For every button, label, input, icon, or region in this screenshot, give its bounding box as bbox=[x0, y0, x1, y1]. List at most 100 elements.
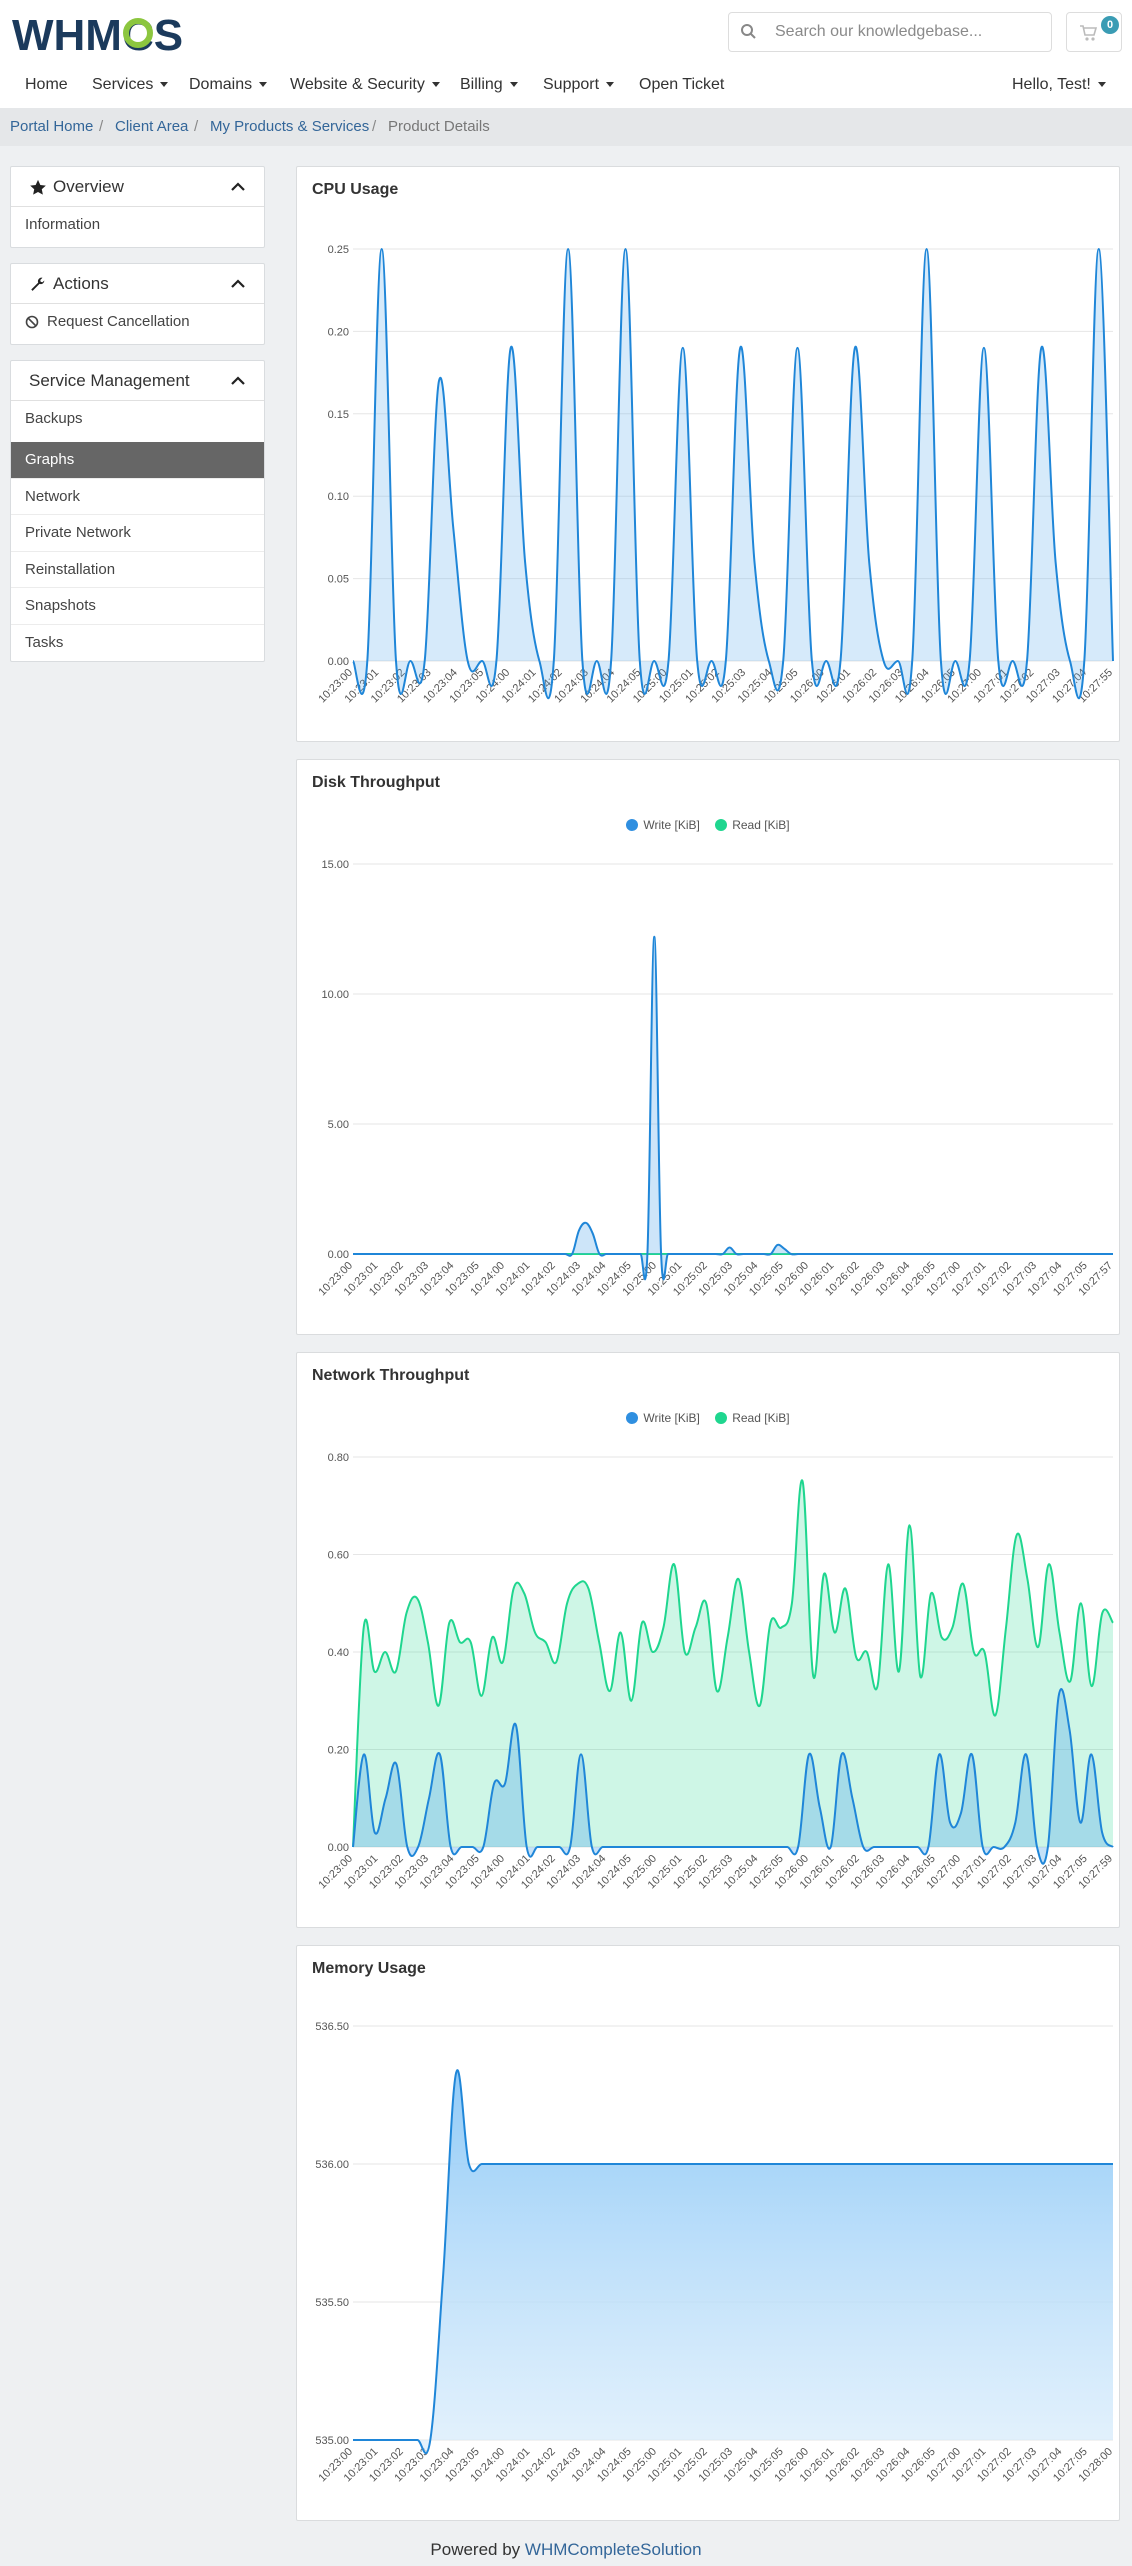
cart-count-badge: 0 bbox=[1101, 16, 1119, 34]
sidebar-item-snapshots[interactable]: Snapshots bbox=[11, 587, 264, 623]
sidebar-item-network[interactable]: Network bbox=[11, 478, 264, 514]
sidebar-item-backups[interactable]: Backups bbox=[25, 410, 83, 427]
service-management-title: Service Management bbox=[29, 371, 190, 390]
nav-open-ticket[interactable]: Open Ticket bbox=[639, 76, 725, 93]
series-area bbox=[353, 1480, 1113, 1847]
series-area bbox=[353, 1689, 1113, 1864]
nav-support[interactable]: Support bbox=[543, 76, 615, 94]
nav-user-menu[interactable]: Hello, Test! bbox=[1012, 76, 1106, 94]
sidebar-item-graphs[interactable]: Graphs bbox=[11, 442, 264, 478]
y-tick-label: 536.00 bbox=[315, 2159, 349, 2171]
footer: Powered by WHMCompleteSolution bbox=[430, 2540, 702, 2559]
breadcrumb-product-details: Product Details bbox=[388, 118, 490, 135]
sidebar-actions-panel: Actions Request Cancellation bbox=[10, 263, 265, 345]
legend-write[interactable]: Write [KiB] bbox=[626, 818, 700, 832]
network-throughput-chart: 0.000.200.400.600.8010:23:0010:23:0110:2… bbox=[316, 1452, 1115, 1891]
breadcrumb: Portal Home / Client Area / My Products … bbox=[0, 108, 1132, 146]
breadcrumb-separator: / bbox=[372, 118, 377, 135]
legend-read[interactable]: Read [KiB] bbox=[715, 818, 790, 832]
search-box bbox=[728, 12, 1052, 52]
caret-down-icon bbox=[606, 82, 615, 88]
chevron-up-icon[interactable] bbox=[230, 276, 246, 292]
series-area bbox=[353, 936, 1113, 1280]
cart-button[interactable]: 0 bbox=[1066, 12, 1122, 52]
breadcrumb-portal-home[interactable]: Portal Home bbox=[10, 118, 94, 135]
sidebar-item-information[interactable]: Information bbox=[25, 216, 101, 233]
legend-write[interactable]: Write [KiB] bbox=[626, 1411, 700, 1425]
y-tick-label: 0.10 bbox=[328, 491, 349, 503]
nav-billing[interactable]: Billing bbox=[460, 76, 518, 94]
wrench-icon bbox=[31, 277, 45, 291]
y-tick-label: 0.00 bbox=[328, 1842, 349, 1854]
ban-icon bbox=[25, 315, 39, 329]
y-tick-label: 10.00 bbox=[321, 989, 349, 1001]
sidebar-item-private-network[interactable]: Private Network bbox=[11, 514, 264, 550]
star-icon bbox=[30, 179, 46, 195]
nav-website-security[interactable]: Website & Security bbox=[290, 76, 440, 94]
series-line bbox=[352, 247, 1114, 700]
caret-down-icon bbox=[259, 82, 268, 88]
memory-usage-panel: 535.00 535.50 536.00 536.50 10:23:00 10:23:01… bbox=[296, 1945, 1120, 2521]
sidebar-item-tasks[interactable]: Tasks bbox=[11, 624, 264, 660]
y-tick-label: 15.00 bbox=[321, 859, 349, 871]
caret-down-icon bbox=[1097, 82, 1106, 88]
y-tick-label: 0.25 bbox=[328, 244, 349, 256]
series-line bbox=[353, 2069, 1113, 2455]
main-nav: Home Services Domains Website & Security… bbox=[0, 66, 1132, 106]
series-line bbox=[353, 935, 1113, 1281]
sidebar-item-reinstallation[interactable]: Reinstallation bbox=[11, 551, 264, 587]
nav-home[interactable]: Home bbox=[25, 76, 68, 93]
memory-usage-chart: 535.00535.50536.00536.5010:23:0010:23:01… bbox=[315, 2021, 1115, 2484]
y-tick-label: 0.05 bbox=[328, 574, 349, 586]
memory-usage-title: Memory Usage bbox=[312, 1960, 426, 1977]
disk-throughput-chart: 0.005.0010.0015.0010:23:0010:23:0110:23:… bbox=[316, 859, 1115, 1298]
y-tick-label: 0.40 bbox=[328, 1647, 349, 1659]
breadcrumb-client-area[interactable]: Client Area bbox=[115, 118, 189, 135]
actions-header[interactable]: Actions bbox=[11, 264, 264, 304]
network-throughput-title: Network Throughput bbox=[312, 1367, 470, 1384]
search-input[interactable] bbox=[775, 17, 1045, 47]
service-management-header[interactable]: Service Management bbox=[11, 361, 264, 401]
sidebar-overview-panel: Overview Information bbox=[10, 166, 265, 248]
whmcs-logo[interactable]: WHMCS bbox=[12, 10, 202, 56]
chevron-up-icon[interactable] bbox=[230, 179, 246, 195]
nav-domains[interactable]: Domains bbox=[189, 76, 268, 94]
y-tick-label: 536.50 bbox=[315, 2021, 349, 2033]
top-header: WHMCS 0 Home Services Domains Website & … bbox=[0, 0, 1132, 108]
y-tick-label: 535.50 bbox=[315, 2297, 349, 2309]
footer-link[interactable]: WHMCompleteSolution bbox=[524, 2540, 702, 2559]
nav-services[interactable]: Services bbox=[92, 76, 169, 94]
caret-down-icon bbox=[160, 82, 169, 88]
sidebar-service-management-panel: Service Management Backups Graphs Networ… bbox=[10, 360, 265, 662]
cpu-usage-title: CPU Usage bbox=[312, 181, 399, 198]
disk-throughput-panel: 0.00 5.00 10.00 15.00 10:23:00 10:23:01 10:23:… bbox=[296, 759, 1120, 1335]
overview-header[interactable]: Overview bbox=[11, 167, 264, 207]
y-tick-label: 0.00 bbox=[328, 656, 349, 668]
network-throughput-panel: 0.00 0.20 0.40 0.60 0.80 10:23:00 10:23:01 10:2… bbox=[296, 1352, 1120, 1928]
actions-title: Actions bbox=[53, 274, 109, 293]
overview-title: Overview bbox=[53, 177, 124, 196]
y-tick-label: 0.60 bbox=[328, 1550, 349, 1562]
legend-read[interactable]: Read [KiB] bbox=[715, 1411, 790, 1425]
series-line bbox=[352, 1479, 1114, 1848]
network-legend: Write [KiB] Read [KiB] bbox=[297, 1411, 1119, 1425]
breadcrumb-my-products[interactable]: My Products & Services bbox=[210, 118, 370, 135]
caret-down-icon bbox=[509, 82, 518, 88]
y-tick-label: 5.00 bbox=[328, 1119, 349, 1131]
breadcrumb-separator: / bbox=[194, 118, 199, 135]
y-tick-label: 535.00 bbox=[315, 2435, 349, 2447]
series-area bbox=[353, 249, 1113, 699]
search-icon bbox=[741, 24, 756, 39]
caret-down-icon bbox=[431, 82, 440, 88]
y-tick-label: 0.00 bbox=[328, 1249, 349, 1261]
disk-legend: Write [KiB] Read [KiB] bbox=[297, 818, 1119, 832]
sidebar-item-request-cancellation[interactable]: Request Cancellation bbox=[11, 304, 264, 340]
breadcrumb-separator: / bbox=[99, 118, 104, 135]
disk-throughput-title: Disk Throughput bbox=[312, 774, 440, 791]
y-tick-label: 0.80 bbox=[328, 1452, 349, 1464]
y-tick-label: 0.20 bbox=[328, 1745, 349, 1757]
chevron-up-icon[interactable] bbox=[230, 373, 246, 389]
cart-icon bbox=[1080, 25, 1098, 41]
cpu-usage-chart: 0.000.050.100.150.200.2510:23:0010:23:01… bbox=[316, 244, 1115, 705]
logo-text: WHMCS bbox=[12, 11, 183, 56]
